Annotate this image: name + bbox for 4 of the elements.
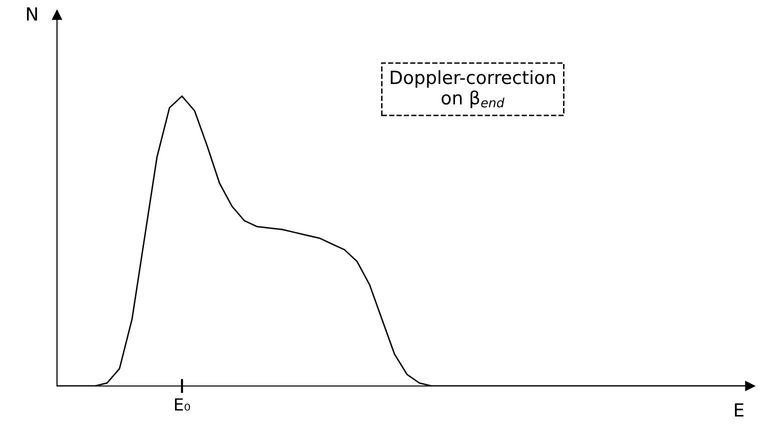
y-axis-title: N <box>27 7 37 21</box>
annotation: Doppler-correction on β$_{end}$ <box>390 70 556 108</box>
x-axis-title: E <box>734 403 744 417</box>
text: E₀ <box>175 398 190 411</box>
